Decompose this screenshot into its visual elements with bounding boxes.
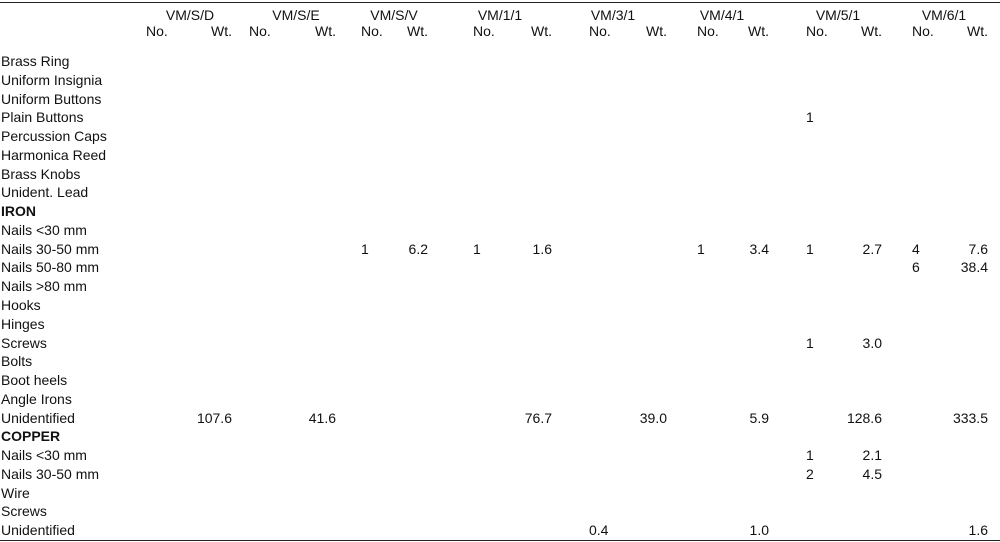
row-label: Wire: [1, 484, 30, 501]
column-header: VM/1/1: [477, 7, 523, 23]
row-label: Nails <30 mm: [1, 447, 87, 464]
column-header: VM/S/V: [370, 7, 418, 23]
no-subheader: No.: [361, 23, 383, 39]
cell-weight: 76.7: [524, 409, 552, 426]
wt-subheader: Wt.: [967, 23, 988, 39]
cell-count: 1: [806, 109, 814, 126]
section-heading: IRON: [1, 203, 36, 220]
row-label: Hooks: [1, 297, 41, 313]
row-label: Nails <30 mm: [1, 221, 87, 238]
cell-weight: 3.0: [862, 334, 882, 351]
wt-subheader: Wt.: [315, 23, 336, 39]
wt-subheader: Wt.: [748, 23, 769, 39]
row-label: Brass Ring: [1, 53, 70, 69]
wt-subheader: Wt.: [211, 23, 232, 39]
row-label: Nails 50-80 mm: [1, 259, 100, 276]
row-label: Screws: [1, 503, 47, 520]
cell-weight: 6.2: [408, 240, 428, 257]
section-heading: COPPER: [1, 428, 61, 445]
cell-weight: 5.9: [749, 409, 769, 426]
cell-count: 1: [806, 240, 814, 257]
no-subheader: No.: [589, 23, 611, 39]
column-header: VM/5/1: [815, 7, 861, 23]
column-header: VM/S/D: [165, 7, 215, 23]
row-label: Nails >80 mm: [1, 278, 87, 295]
bottom-rule: [0, 540, 1000, 541]
row-label: Brass Knobs: [1, 165, 81, 182]
row-label: Harmonica Reed: [1, 146, 107, 163]
row-label: Nails 30-50 mm: [1, 240, 100, 257]
cell-weight: 128.6: [846, 409, 882, 426]
row-label: Screws: [1, 334, 47, 351]
cell-weight: 3.4: [749, 240, 769, 257]
column-header: VM/6/1: [921, 7, 967, 23]
row-label: Plain Buttons: [1, 109, 84, 126]
cell-count: 1: [806, 334, 814, 351]
cell-weight: 1.0: [749, 522, 769, 539]
column-header: VM/4/1: [699, 7, 745, 23]
column-header: VM/S/E: [272, 7, 320, 23]
cell-count: 1: [361, 240, 369, 257]
row-label: Uniform Insignia: [1, 71, 103, 88]
cell-weight: 7.6: [968, 240, 988, 257]
no-subheader: No.: [249, 23, 271, 39]
cell-weight: 2.1: [862, 447, 882, 464]
top-rule: [0, 2, 1000, 3]
cell-weight: 39.0: [639, 409, 667, 426]
row-label: Unidentified: [1, 409, 75, 426]
row-label: Hinges: [1, 315, 45, 332]
cell-count: 6: [912, 259, 920, 276]
row-label: Angle Irons: [1, 390, 72, 407]
row-label: Nails 30-50 mm: [1, 465, 100, 482]
wt-subheader: Wt.: [646, 23, 667, 39]
cell-weight: 38.4: [960, 259, 988, 276]
row-label: Uniform Buttons: [1, 90, 102, 107]
cell-count: 1: [806, 447, 814, 464]
cell-weight: 2.7: [862, 240, 882, 257]
column-header: VM/3/1: [590, 7, 636, 23]
row-label: Unidentified: [1, 522, 75, 539]
wt-subheader: Wt.: [531, 23, 552, 39]
cell-count: 0.4: [589, 522, 609, 539]
row-label: Percussion Caps: [1, 128, 107, 145]
cell-count: 1: [473, 240, 481, 257]
cell-count: 4: [912, 240, 920, 257]
row-label: Boot heels: [1, 372, 68, 389]
no-subheader: No.: [806, 23, 828, 39]
wt-subheader: Wt.: [407, 23, 428, 39]
no-subheader: No.: [912, 23, 934, 39]
cell-weight: 333.5: [952, 409, 988, 426]
cell-count: 1: [697, 240, 705, 257]
cell-count: 2: [806, 465, 814, 482]
cell-weight: 107.6: [196, 409, 232, 426]
wt-subheader: Wt.: [861, 23, 882, 39]
row-label: Unident. Lead: [1, 184, 89, 201]
cell-weight: 1.6: [968, 522, 988, 539]
no-subheader: No.: [473, 23, 495, 39]
cell-weight: 4.5: [862, 465, 882, 482]
row-label: Bolts: [1, 353, 33, 370]
cell-weight: 41.6: [308, 409, 336, 426]
cell-weight: 1.6: [532, 240, 552, 257]
no-subheader: No.: [146, 23, 168, 39]
no-subheader: No.: [697, 23, 719, 39]
